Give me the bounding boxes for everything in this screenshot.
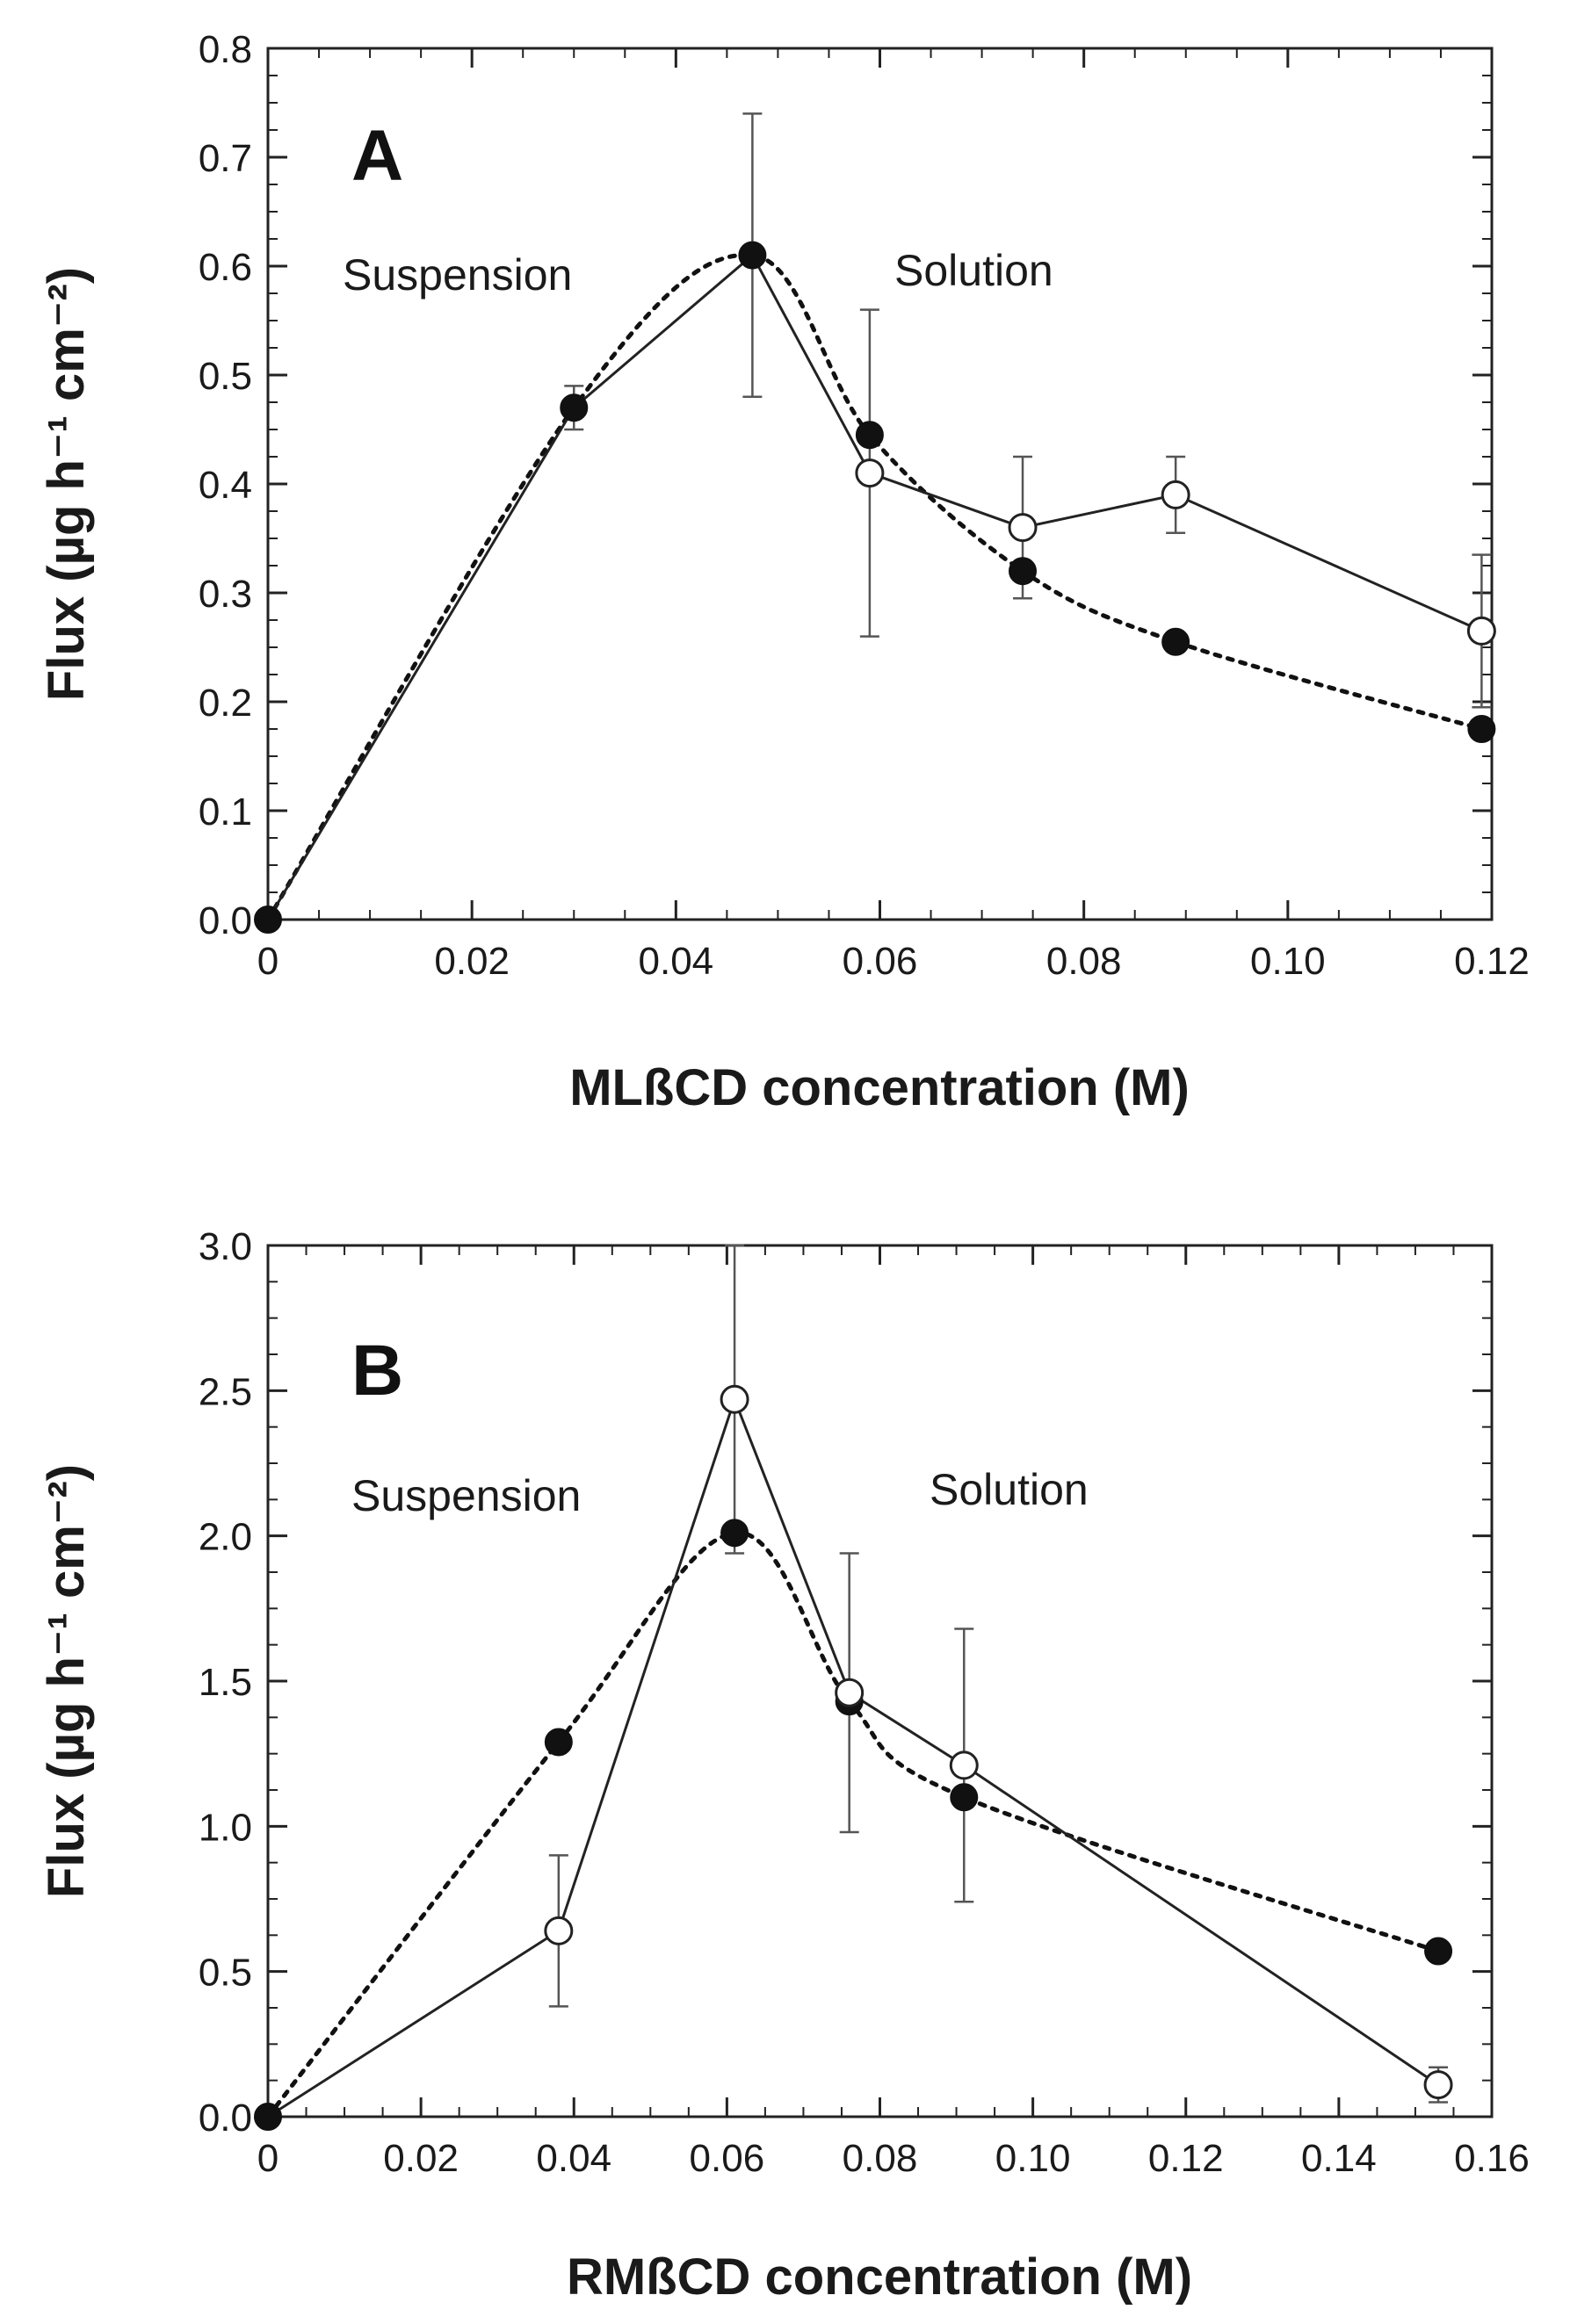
y-tick-label: 0.0	[199, 899, 252, 942]
x-tick-label: 0.02	[434, 940, 510, 983]
dotted-series-line	[265, 1530, 1441, 2119]
x-tick-label: 0.10	[995, 2137, 1071, 2180]
y-tick-label: 3.0	[199, 1225, 252, 1268]
y-tick-label: 2.0	[199, 1516, 252, 1559]
y-tick-label: 0.6	[199, 246, 252, 289]
x-tick-label: 0.14	[1301, 2137, 1377, 2180]
panel-label-b: B	[351, 1331, 403, 1411]
open-point	[544, 1916, 574, 1945]
x-tick-label: 0.04	[536, 2137, 611, 2180]
y-tick-label: 0.2	[199, 682, 252, 725]
y-tick-label: 0.8	[199, 28, 252, 71]
x-tick-label: 0.04	[639, 940, 714, 983]
y-tick-label: 0.4	[199, 464, 252, 507]
x-tick-labels-b: 0 0.02 0.04 0.06 0.08 0.10 0.12 0.14 0.16	[257, 2137, 1530, 2180]
plot-frame-b	[266, 1244, 1494, 2118]
filled-point	[855, 421, 884, 450]
x-tick-label: 0.10	[1250, 940, 1326, 983]
annotation-solution-a: Solution	[894, 246, 1053, 295]
filled-point	[1424, 1937, 1453, 1966]
x-tick-label: 0.12	[1454, 940, 1530, 983]
x-tick-labels-a: 0 0.02 0.04 0.06 0.08 0.10 0.12	[257, 940, 1530, 983]
ticks-a	[266, 47, 1494, 921]
ticks-b	[266, 1244, 1494, 2118]
x-tick-label: 0.02	[383, 2137, 459, 2180]
y-tick-label: 0.5	[199, 355, 252, 398]
open-point	[949, 1750, 979, 1780]
filled-point	[720, 1519, 749, 1548]
open-point	[835, 1678, 865, 1707]
open-point	[855, 458, 885, 488]
panel-label-a: A	[351, 116, 403, 196]
open-point	[1466, 616, 1496, 646]
filled-point	[560, 393, 589, 422]
series-b	[254, 1244, 1453, 2131]
x-tick-label: 0.08	[843, 2137, 918, 2180]
y-tick-label: 1.0	[199, 1806, 252, 1849]
x-tick-label: 0.08	[1046, 940, 1122, 983]
solid-series-line	[267, 1395, 1439, 2118]
x-tick-label: 0.12	[1148, 2137, 1224, 2180]
y-tick-label: 0.0	[199, 2097, 252, 2140]
x-tick-label: 0.06	[690, 2137, 765, 2180]
x-tick-label: 0.16	[1454, 2137, 1530, 2180]
y-tick-label: 0.5	[199, 1952, 252, 1995]
annotation-suspension-a: Suspension	[343, 250, 572, 300]
y-axis-title-b: Flux (µg h⁻¹ cm⁻²)	[38, 1464, 95, 1898]
annotation-suspension-b: Suspension	[351, 1471, 581, 1520]
filled-point	[254, 2103, 282, 2131]
filled-point	[544, 1728, 573, 1757]
y-tick-label: 1.5	[199, 1661, 252, 1704]
dotted-series-line	[265, 252, 1484, 922]
y-tick-label: 0.3	[199, 573, 252, 616]
filled-point	[950, 1783, 979, 1812]
filled-point	[1467, 715, 1496, 743]
open-point	[1423, 2070, 1453, 2100]
plot-frame-a	[266, 47, 1494, 921]
annotation-solution-b: Solution	[930, 1465, 1089, 1514]
y-tick-label: 2.5	[199, 1370, 252, 1413]
solid-series-line	[266, 253, 1483, 920]
y-tick-labels-a: 0.0 0.1 0.2 0.3 0.4 0.5 0.6 0.7 0.8	[199, 28, 252, 942]
open-point	[1008, 513, 1038, 543]
series-a	[254, 112, 1496, 934]
y-tick-label: 0.1	[199, 790, 252, 834]
x-tick-label: 0.06	[843, 940, 918, 983]
x-tick-label: 0	[257, 2137, 279, 2180]
panel-b: 0.00.51.01.52.02.53.0 0 0.02 0.04 0.06 0.08 0…	[38, 1225, 1530, 2306]
filled-point	[254, 906, 282, 934]
y-axis-title-a: Flux (µg h⁻¹ cm⁻²)	[38, 267, 95, 701]
y-tick-label: 0.7	[199, 137, 252, 180]
x-axis-title-a: MLßCD concentration (M)	[569, 1059, 1190, 1116]
x-tick-label: 0	[257, 940, 279, 983]
filled-point	[738, 241, 767, 270]
open-point	[1161, 480, 1190, 509]
filled-point	[1161, 627, 1190, 656]
x-axis-title-b: RMßCD concentration (M)	[567, 2248, 1192, 2306]
open-point	[720, 1384, 749, 1414]
y-tick-labels-b: 0.0 0.5 1.0 1.5 2.0 2.5 3.0	[199, 1225, 252, 2140]
filled-point	[1009, 557, 1038, 586]
panel-a: 0.0 0.1 0.2 0.3 0.4 0.5 0.6 0.7 0.8 0 0.02 0.04 0.0…	[38, 28, 1530, 1116]
